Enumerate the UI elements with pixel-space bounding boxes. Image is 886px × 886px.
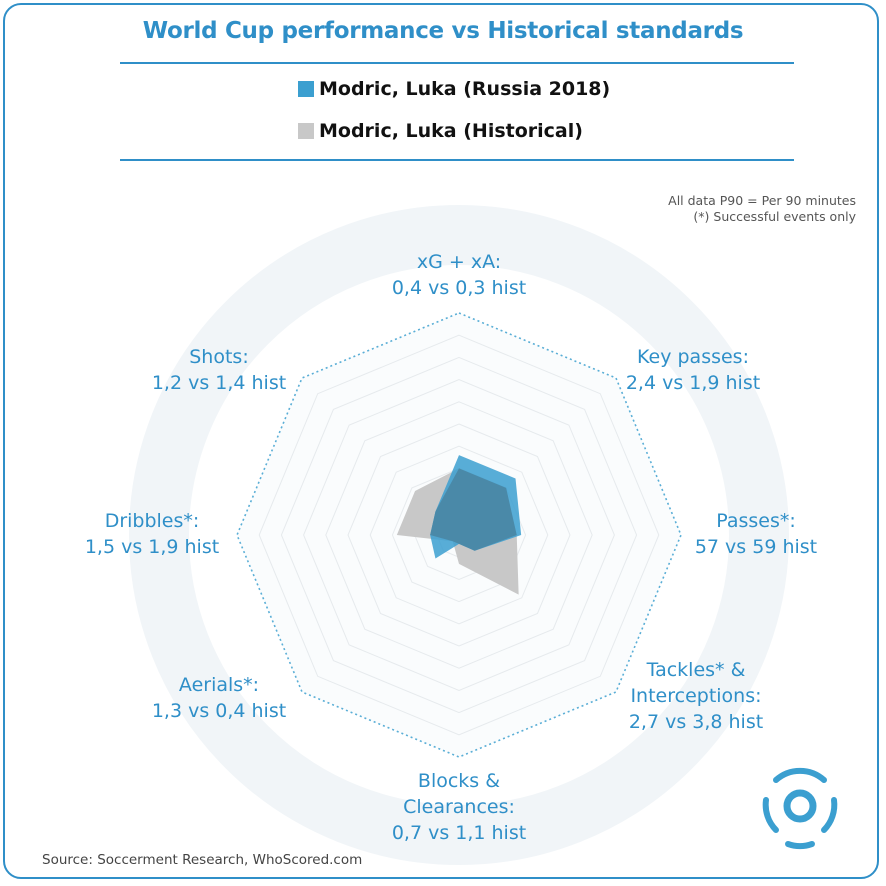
axis-value-line: 2,4 vs 1,9 hist: [626, 372, 760, 394]
legend-swatch-worldcup: [298, 81, 314, 97]
legend-item-worldcup: Modric, Luka (Russia 2018): [298, 77, 610, 101]
axis-name-line: Blocks &: [418, 770, 500, 792]
axis-label: xG + xA: 0,4 vs 0,3 hist: [392, 251, 526, 299]
axis-value-line: 57 vs 59 hist: [695, 536, 817, 558]
axis-value-line: 1,5 vs 1,9 hist: [85, 536, 219, 558]
axis-label: Dribbles*: 1,5 vs 1,9 hist: [85, 510, 219, 558]
axis-name-line: Key passes:: [637, 346, 749, 368]
axis-name-line: Shots:: [189, 346, 248, 368]
legend-item-historical: Modric, Luka (Historical): [298, 119, 583, 143]
axis-label: Aerials*: 1,3 vs 0,4 hist: [152, 674, 286, 722]
chart-title: World Cup performance vs Historical stan…: [142, 18, 744, 44]
soccerment-logo-icon: [762, 767, 838, 849]
legend-label-historical: Modric, Luka (Historical): [319, 120, 583, 142]
note-p90: All data P90 = Per 90 minutes: [668, 193, 856, 208]
radar-grid-ring: [303, 379, 615, 691]
radar-grid-ring: [325, 401, 593, 669]
legend-divider: [120, 159, 794, 161]
axis-name-line: Tackles* &: [646, 659, 746, 681]
axis-label: Blocks & Clearances: 0,7 vs 1,1 hist: [392, 770, 526, 844]
radar-grid-ring: [347, 423, 571, 647]
axis-value-line: 0,4 vs 0,3 hist: [392, 277, 526, 299]
title-divider: [120, 62, 794, 64]
axis-value-line: 2,7 vs 3,8 hist: [629, 711, 763, 733]
axis-value-line: 0,7 vs 1,1 hist: [392, 822, 526, 844]
axis-label: Key passes: 2,4 vs 1,9 hist: [626, 346, 760, 394]
axis-name-line: xG + xA:: [417, 251, 501, 273]
note-successful: (*) Successful events only: [693, 209, 856, 224]
series-overlap: [430, 468, 517, 551]
radar-grid-ring: [369, 445, 549, 625]
axis-name-line: Interceptions:: [630, 685, 761, 707]
radar-grid-ring: [258, 334, 660, 736]
axis-name-line: Passes*:: [716, 510, 796, 532]
background-ring: [129, 205, 789, 865]
axis-value-line: 1,3 vs 0,4 hist: [152, 700, 286, 722]
radar-grid-ring: [280, 356, 638, 714]
axis-name-line: Aerials*:: [179, 674, 259, 696]
data-note: All data P90 = Per 90 minutes (*) Succes…: [668, 193, 856, 225]
axis-name-line: Clearances:: [403, 796, 515, 818]
legend-swatch-historical: [298, 123, 314, 139]
legend-label-worldcup: Modric, Luka (Russia 2018): [319, 78, 611, 100]
axis-name-line: Dribbles*:: [105, 510, 200, 532]
axis-label: Passes*: 57 vs 59 hist: [695, 510, 817, 558]
axis-label: Tackles* & Interceptions: 2,7 vs 3,8 hist: [629, 659, 763, 733]
axis-label: Shots: 1,2 vs 1,4 hist: [152, 346, 286, 394]
axis-value-line: 1,2 vs 1,4 hist: [152, 372, 286, 394]
source-note: Source: Soccerment Research, WhoScored.c…: [42, 852, 363, 868]
